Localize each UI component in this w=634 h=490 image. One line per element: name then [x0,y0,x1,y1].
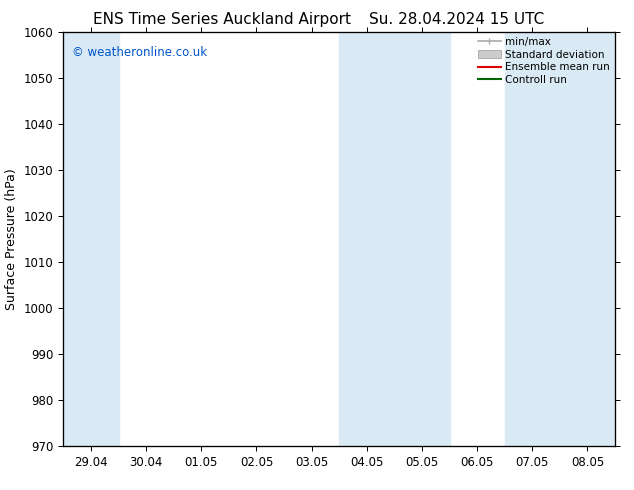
Legend: min/max, Standard deviation, Ensemble mean run, Controll run: min/max, Standard deviation, Ensemble me… [475,34,613,88]
Bar [505,32,615,446]
Text: Su. 28.04.2024 15 UTC: Su. 28.04.2024 15 UTC [369,12,544,27]
Text: ENS Time Series Auckland Airport: ENS Time Series Auckland Airport [93,12,351,27]
Text: © weatheronline.co.uk: © weatheronline.co.uk [72,47,207,59]
Bar [63,32,119,446]
Y-axis label: Surface Pressure (hPa): Surface Pressure (hPa) [5,168,18,310]
Bar [339,32,450,446]
